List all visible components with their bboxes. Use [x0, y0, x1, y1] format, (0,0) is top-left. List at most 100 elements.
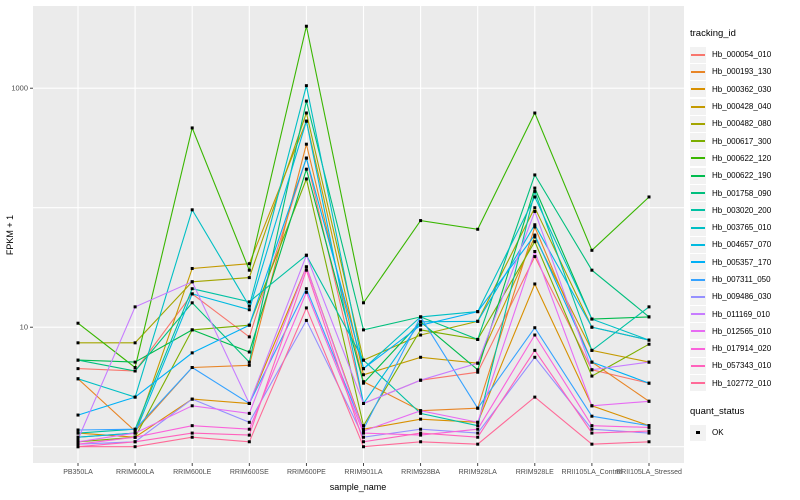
data-point: [533, 355, 537, 359]
data-point: [133, 369, 137, 373]
data-point: [190, 292, 194, 296]
legend-key: [690, 375, 706, 392]
data-point: [362, 301, 365, 305]
x-tick-label: RRIM928BA: [401, 469, 440, 476]
legend-item-label: Hb_003765_010: [712, 223, 772, 233]
data-point: [476, 368, 480, 372]
data-point: [476, 442, 480, 446]
legend-item-label: Hb_102772_010: [712, 378, 772, 388]
data-point: [76, 431, 80, 435]
data-point: [533, 255, 537, 259]
data-point: [304, 111, 308, 115]
data-point: [76, 435, 80, 439]
legend-item-label: Hb_012565_010: [712, 326, 772, 336]
legend-color-line-icon: [691, 70, 705, 73]
legend-item: Hb_009486_030: [690, 288, 798, 305]
plot-svg: 10 1000 PB350LA RRIM600LA RRIM600LE RRIM600SE…: [5, 6, 684, 492]
data-point: [362, 358, 365, 362]
data-point: [647, 440, 651, 444]
data-point: [247, 304, 251, 308]
data-point: [76, 341, 80, 345]
data-point: [247, 262, 251, 266]
data-point: [247, 276, 251, 280]
data-point: [76, 437, 80, 441]
data-point: [133, 429, 137, 433]
legend-item: Hb_102772_010: [690, 375, 798, 392]
data-point: [76, 428, 80, 432]
legend-key: [690, 340, 706, 357]
data-point: [247, 433, 251, 437]
data-point: [190, 435, 194, 439]
data-point: [190, 280, 194, 284]
legend-color-line-icon: [691, 295, 705, 298]
x-tick-label: RRII105LA_Control: [562, 469, 623, 476]
data-point: [247, 401, 251, 405]
data-point: [76, 445, 80, 449]
data-point: [247, 360, 251, 364]
data-point: [247, 300, 251, 304]
data-point: [247, 268, 251, 272]
legend-item: Hb_000617_300: [690, 132, 798, 150]
data-point: [419, 315, 423, 319]
legend-item-label: Hb_011169_010: [712, 309, 770, 319]
data-point: [476, 361, 480, 365]
data-point: [476, 370, 480, 374]
data-point: [419, 219, 423, 223]
data-point: [304, 306, 308, 310]
x-tick-label: RRIM600PE: [287, 469, 326, 476]
legend-item-label: Hb_000617_300: [712, 136, 772, 146]
data-point: [304, 119, 308, 123]
data-point: [133, 360, 137, 364]
data-point: [590, 325, 594, 329]
data-point: [190, 208, 194, 212]
data-point: [304, 287, 308, 291]
data-point: [247, 427, 251, 431]
data-point: [590, 442, 594, 446]
data-point: [476, 435, 480, 439]
legend-color-line-icon: [691, 140, 705, 143]
data-point: [304, 290, 308, 294]
data-point: [533, 326, 537, 330]
data-point: [476, 427, 480, 431]
legend-item-label: Hb_009486_030: [712, 292, 772, 302]
data-point: [190, 287, 194, 291]
data-point: [419, 320, 423, 324]
legend-key: [690, 202, 706, 219]
data-point: [590, 368, 594, 372]
data-point: [304, 24, 308, 28]
data-point: [304, 156, 308, 160]
data-point: [533, 209, 537, 213]
data-point: [304, 142, 308, 146]
data-point: [419, 378, 423, 382]
data-point: [647, 424, 651, 428]
legend-color-line-icon: [691, 261, 705, 264]
data-point: [304, 268, 308, 272]
data-point: [590, 424, 594, 428]
data-point: [419, 427, 423, 431]
data-point: [590, 374, 594, 378]
legend: tracking_id Hb_000054_010 Hb_000193_130 Hb…: [690, 28, 798, 441]
data-point: [362, 380, 365, 384]
legend-color-line-icon: [691, 243, 705, 246]
data-point: [304, 253, 308, 257]
legend-item: Hb_017914_020: [690, 340, 798, 357]
data-point: [533, 233, 537, 237]
data-point: [590, 404, 594, 408]
legend-color-line-icon: [691, 192, 705, 195]
data-point: [590, 427, 594, 431]
quant-status-legend: quant_status OK: [690, 406, 798, 441]
legend-key: [690, 167, 706, 184]
data-point: [190, 366, 194, 370]
x-tick-label: PB350LA: [63, 469, 93, 476]
legend-key: [690, 288, 706, 305]
legend-item: Hb_057343_010: [690, 357, 798, 374]
data-point: [647, 399, 651, 403]
x-tick-label: RRIM600LE: [173, 469, 211, 476]
data-point: [304, 177, 308, 181]
ok-point-key: [690, 424, 706, 441]
legend-item-label: Hb_003020_200: [712, 205, 772, 215]
legend-item: Hb_000362_030: [690, 81, 798, 98]
data-point: [133, 431, 137, 435]
legend-item: Hb_001758_090: [690, 184, 798, 202]
data-point: [76, 367, 80, 371]
